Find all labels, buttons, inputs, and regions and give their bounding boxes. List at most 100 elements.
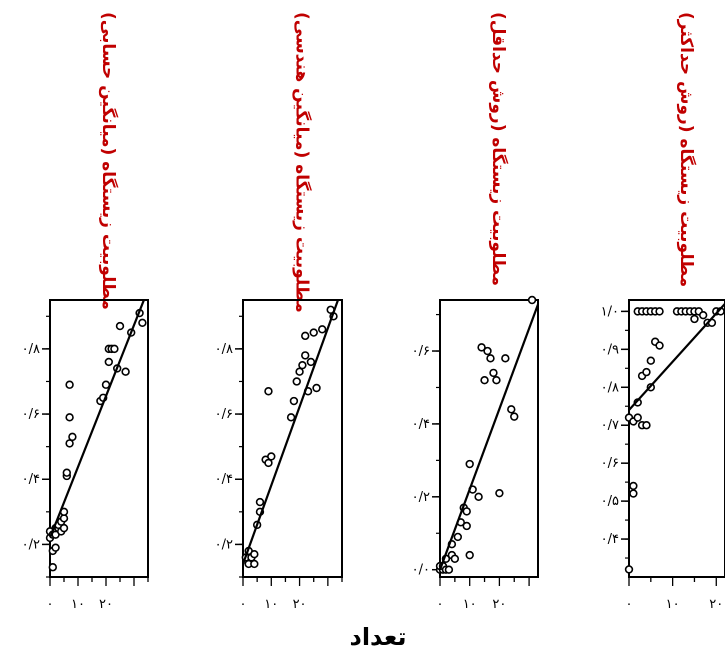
x-tick-label: ۰ [47, 597, 54, 612]
data-point [486, 354, 495, 363]
y-tick-label: ۰/۸ [22, 342, 40, 357]
y-tick-label: ۰/۴ [601, 532, 619, 547]
data-point [110, 344, 119, 354]
y-tick-label: ۰/۸ [601, 380, 619, 395]
data-point [642, 367, 651, 377]
y-tick-label: ۰/۲ [22, 537, 40, 552]
x-tick-label: ۲۰ [293, 597, 307, 612]
plot-frame [628, 299, 725, 578]
data-point [295, 367, 304, 376]
data-point [655, 307, 664, 316]
data-point [309, 328, 318, 337]
data-point [477, 343, 486, 352]
y-tick-label: ۱/۰ [601, 304, 619, 319]
y-tick-label: ۰/۶ [412, 344, 430, 359]
data-point [444, 565, 454, 574]
y-tick-label: ۰/۶ [22, 407, 40, 422]
data-point [453, 532, 463, 542]
x-tick-label: ۱۰ [264, 597, 278, 612]
panel-title: مطلوبیت زیستگاه (میانگین حسابی) [98, 12, 119, 310]
y-tick-label: ۰/۴ [215, 472, 233, 487]
data-point [65, 380, 74, 389]
data-point [250, 549, 259, 559]
data-point [48, 563, 57, 572]
chart-panel-4: مطلوبیت زیستگاه (روش حداکثر) ۰/۴ ۰/۵ ۰/۶ ۰/۷… [601, 12, 725, 612]
data-point [68, 432, 77, 442]
data-point [507, 405, 516, 414]
data-point [318, 325, 327, 334]
data-point [115, 321, 125, 331]
x-tick-label: ۱۰ [71, 597, 85, 612]
plot-frame [439, 299, 539, 578]
regression-line [440, 301, 538, 571]
y-tick-label: ۰/۴ [22, 472, 40, 487]
y-tick-label: ۰/۸ [215, 342, 233, 357]
regression-line [50, 300, 146, 539]
data-point [306, 357, 316, 367]
x-tick-label: ۰ [437, 597, 444, 612]
data-point [462, 521, 471, 531]
x-tick-label: ۰ [626, 597, 633, 612]
y-tick-label: ۰/۶ [215, 407, 233, 422]
data-point [264, 387, 273, 396]
chart-panel-3: مطلوبیت زیستگاه (روش حداقل) ۰/۰ ۰/۲ ۰/۴ ۰/۶ ۰… [412, 12, 539, 612]
data-point [51, 543, 60, 552]
data-point [629, 481, 638, 491]
x-tick-label: ۲۰ [99, 597, 113, 612]
data-point [104, 357, 114, 367]
y-tick-label: ۰/۹ [601, 342, 619, 357]
data-point [250, 559, 259, 569]
data-point [655, 341, 664, 350]
data-point [292, 377, 301, 386]
regression-line [243, 300, 340, 565]
data-point [624, 565, 634, 574]
x-axis-label: تعداد [350, 623, 407, 651]
data-point [298, 360, 307, 370]
plot-frame [242, 299, 343, 578]
chart-panel-1: مطلوبیت زیستگاه (میانگین حسابی) ۰/۲ ۰/۴ ۰/۶… [22, 12, 149, 612]
regression-line [629, 303, 725, 411]
data-point [121, 367, 130, 376]
y-tick-label: ۰/۲ [412, 490, 430, 505]
data-point [462, 507, 471, 516]
y-tick-label: ۰/۷ [601, 418, 619, 433]
data-point [255, 497, 265, 507]
data-point [495, 488, 504, 498]
data-point [483, 346, 492, 356]
data-point [492, 375, 501, 385]
y-tick-label: ۰/۶ [601, 456, 619, 471]
data-point [301, 351, 310, 360]
x-tick-label: ۱۰ [666, 597, 680, 612]
data-point [138, 318, 147, 328]
data-point [698, 310, 708, 320]
data-point [474, 492, 483, 502]
data-point [690, 314, 699, 324]
data-point [286, 413, 296, 422]
chart-panel-2: مطلوبیت زیستگاه (میانگین هندسی) ۰/۲ ۰/۴ ۰/۶… [215, 12, 343, 612]
data-point [501, 354, 510, 363]
x-tick-label: ۲۰ [492, 597, 506, 612]
data-point [59, 523, 69, 533]
data-point [480, 375, 489, 385]
data-point [312, 383, 321, 393]
y-tick-label: ۰/۰ [412, 563, 430, 578]
data-point [510, 412, 519, 421]
y-tick-label: ۰/۲ [215, 537, 233, 552]
x-tick-label: ۱۰ [463, 597, 477, 612]
panel-title: مطلوبیت زیستگاه (میانگین هندسی) [292, 12, 313, 313]
panel-title: مطلوبیت زیستگاه (روش حداقل) [488, 12, 509, 286]
data-point [264, 458, 273, 468]
data-point [62, 468, 72, 477]
data-point [646, 356, 656, 365]
data-point [642, 421, 651, 430]
data-point [301, 331, 310, 341]
x-tick-label: ۰ [240, 597, 247, 612]
data-point [629, 489, 638, 498]
data-point [489, 368, 498, 378]
data-point [289, 396, 299, 406]
data-point [633, 413, 642, 422]
data-point [465, 459, 474, 469]
plot-frame [49, 299, 149, 578]
data-point [465, 550, 474, 560]
